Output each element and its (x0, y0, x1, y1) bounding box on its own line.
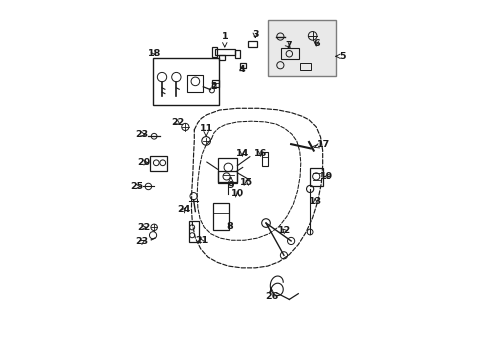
Text: 4: 4 (239, 65, 245, 74)
Text: 24: 24 (177, 205, 190, 214)
Text: 18: 18 (147, 49, 161, 58)
Text: 10: 10 (230, 189, 244, 198)
Bar (212, 47, 216, 57)
Bar (234, 50, 239, 58)
Bar (300, 63, 310, 69)
Bar (218, 171, 237, 182)
Text: 6: 6 (312, 39, 319, 48)
Bar (150, 156, 167, 171)
Text: 26: 26 (264, 289, 278, 301)
Text: 9: 9 (227, 177, 234, 190)
Text: 22: 22 (137, 223, 150, 232)
Bar (262, 152, 267, 166)
Text: 7: 7 (285, 41, 291, 50)
Text: 11: 11 (199, 124, 212, 136)
Bar (213, 203, 229, 230)
Text: 20: 20 (137, 158, 150, 167)
Text: 5: 5 (335, 52, 346, 61)
Bar (212, 80, 219, 87)
Bar (215, 49, 234, 55)
Text: 13: 13 (308, 197, 321, 206)
Text: 17: 17 (313, 140, 329, 149)
Text: 8: 8 (226, 222, 233, 231)
Text: 19: 19 (320, 172, 333, 181)
Bar (281, 48, 298, 59)
Text: 22: 22 (170, 118, 183, 127)
Text: 25: 25 (130, 182, 143, 191)
Bar (188, 221, 199, 242)
Text: 14: 14 (235, 149, 248, 158)
Text: 16: 16 (253, 149, 267, 158)
Bar (309, 168, 322, 186)
Text: 12: 12 (278, 226, 291, 235)
Text: 3: 3 (251, 30, 258, 39)
Text: 1: 1 (221, 32, 227, 47)
Text: 21: 21 (194, 237, 208, 246)
Bar (267, 21, 335, 76)
Text: 2: 2 (210, 82, 217, 91)
Bar (217, 158, 237, 183)
Bar (247, 41, 256, 47)
Bar (218, 55, 224, 59)
Bar (240, 63, 245, 68)
Text: 15: 15 (239, 178, 252, 187)
Text: 23: 23 (136, 237, 148, 246)
Text: 23: 23 (135, 130, 148, 139)
Bar (153, 58, 219, 105)
Bar (187, 75, 203, 92)
